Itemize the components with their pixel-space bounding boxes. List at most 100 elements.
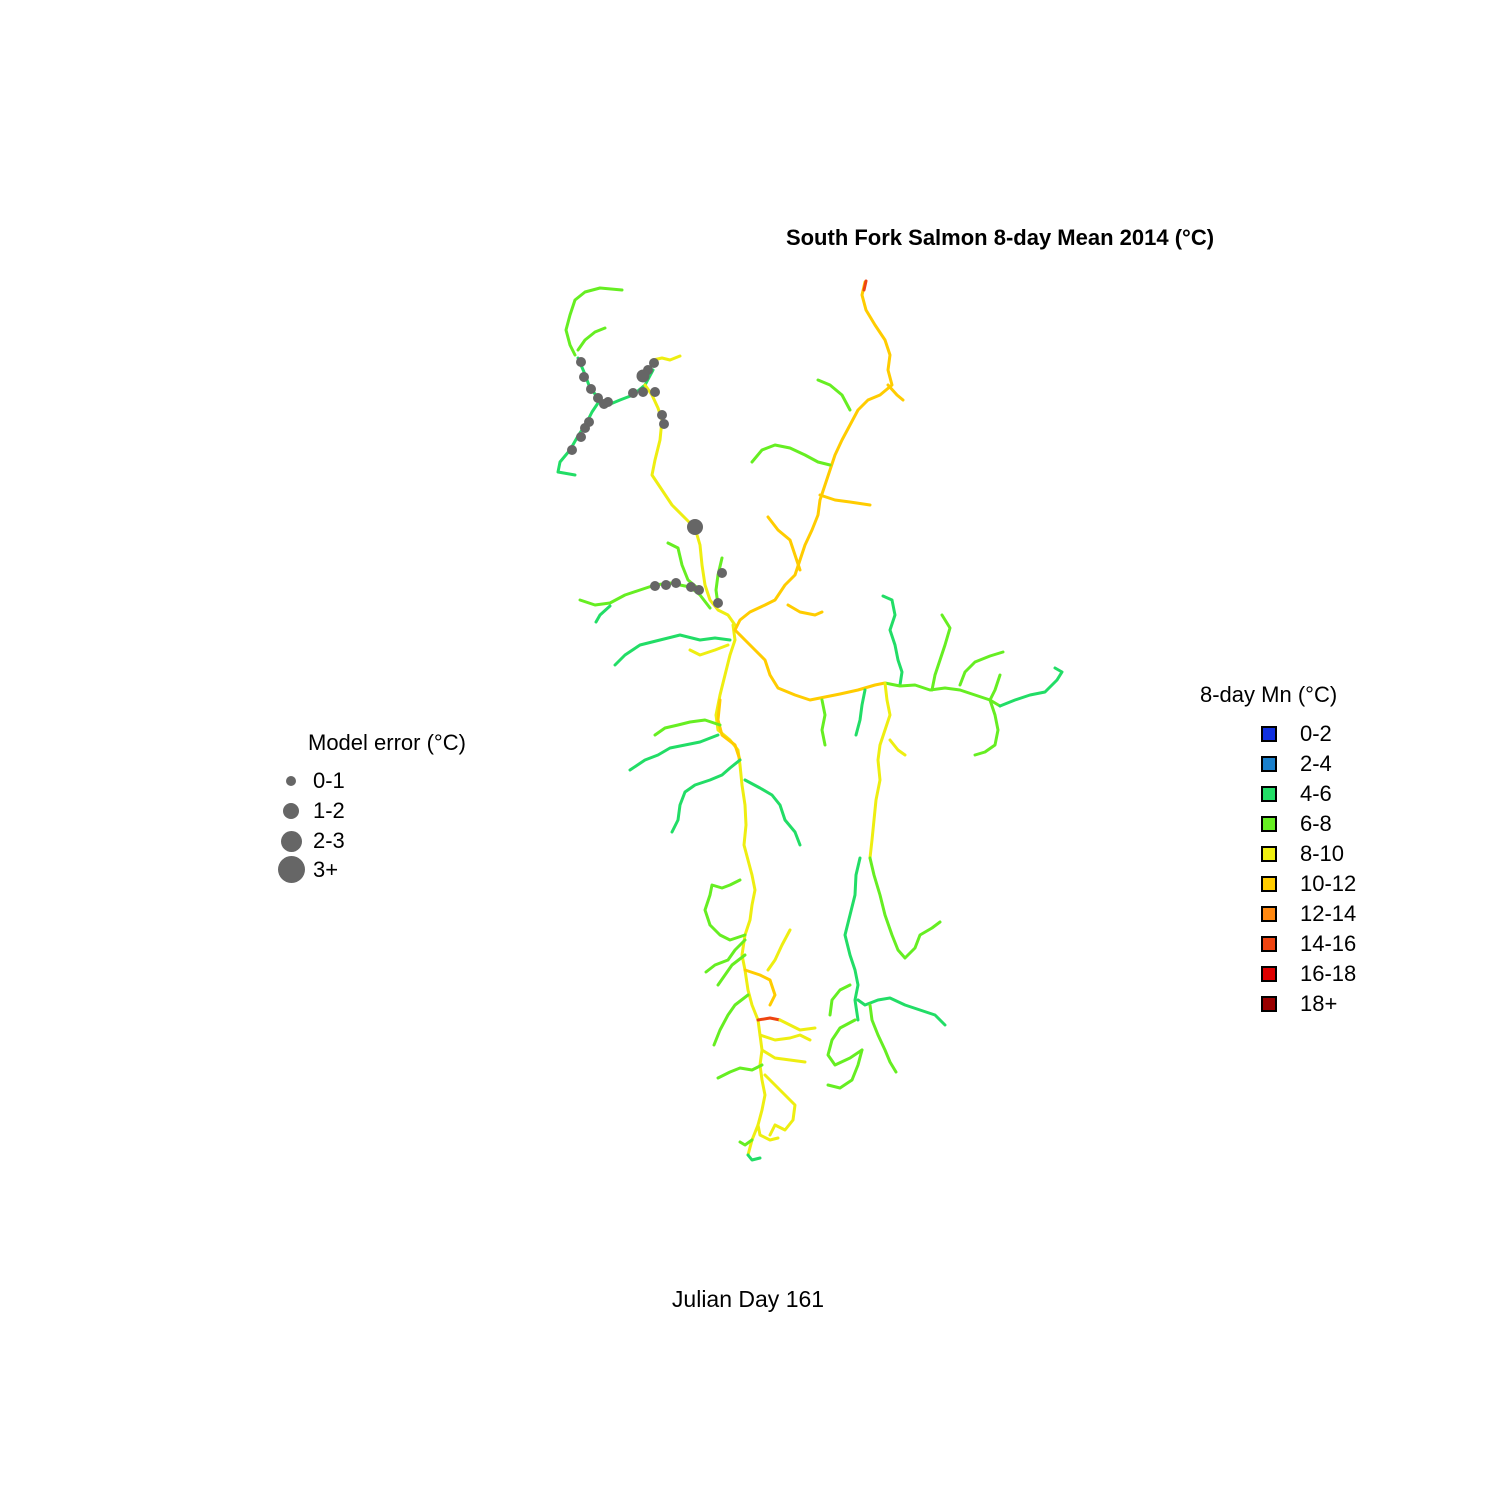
stream-segment xyxy=(828,983,852,1017)
stream-segment xyxy=(688,643,730,657)
stream-segment xyxy=(594,604,612,624)
temperature-legend-label: 16-18 xyxy=(1300,961,1357,986)
model-error-site xyxy=(650,581,660,591)
model-error-legend-title: Model error (°C) xyxy=(308,730,466,755)
stream-segment xyxy=(862,279,868,292)
temperature-legend-item: 0-2 xyxy=(1261,721,1332,747)
model-error-site xyxy=(567,445,577,455)
temperature-legend-label: 2-4 xyxy=(1300,751,1332,776)
error-dot-icon xyxy=(276,856,306,883)
model-error-site xyxy=(603,397,613,407)
color-swatch xyxy=(1261,756,1277,772)
model-error-site xyxy=(586,384,596,394)
model-error-site xyxy=(650,387,660,397)
temperature-legend-item: 16-18 xyxy=(1261,961,1356,987)
model-error-site xyxy=(687,519,703,535)
stream-segment xyxy=(886,383,905,402)
stream-segment xyxy=(703,878,747,942)
stream-segment xyxy=(738,1138,754,1147)
temperature-legend-item: 18+ xyxy=(1261,991,1337,1017)
model-error-legend-item: 2-3 xyxy=(276,828,345,854)
temperature-legend-title: 8-day Mn (°C) xyxy=(1200,682,1338,707)
stream-segment xyxy=(653,718,722,737)
stream-segment xyxy=(881,594,904,687)
stream-segment xyxy=(973,698,1000,757)
stream-segment xyxy=(756,1016,782,1022)
stream-segment xyxy=(704,938,747,974)
color-swatch xyxy=(1261,936,1277,952)
model-error-legend-label: 2-3 xyxy=(313,828,345,853)
model-error-site xyxy=(713,598,723,608)
stream-segment xyxy=(556,398,602,477)
model-error-site xyxy=(579,372,589,382)
model-error-site xyxy=(649,358,659,368)
stream-segment xyxy=(958,650,1005,687)
stream-segment xyxy=(613,633,732,667)
stream-segment xyxy=(716,1063,764,1080)
stream-segment xyxy=(816,378,852,412)
temperature-legend-label: 18+ xyxy=(1300,991,1338,1016)
temperature-legend-label: 10-12 xyxy=(1300,871,1357,896)
stream-segment xyxy=(746,1153,762,1162)
stream-segment xyxy=(714,556,724,607)
stream-segment xyxy=(826,1048,864,1090)
stream-segment xyxy=(743,968,777,1007)
color-swatch xyxy=(1261,726,1277,742)
model-error-site xyxy=(657,410,667,420)
temperature-legend-label: 12-14 xyxy=(1300,901,1357,926)
temperature-legend-item: 2-4 xyxy=(1261,751,1332,777)
temperature-legend-item: 10-12 xyxy=(1261,871,1356,897)
stream-segment xyxy=(778,1018,817,1032)
stream-segment xyxy=(930,613,952,692)
model-error-site xyxy=(717,568,727,578)
stream-segment xyxy=(868,1003,898,1074)
error-dot-icon xyxy=(276,830,306,852)
stream-segment xyxy=(716,953,747,987)
stream-segment xyxy=(820,698,827,747)
model-error-legend-label: 1-2 xyxy=(313,798,345,823)
model-error-legend-item: 3+ xyxy=(276,856,338,883)
model-error-site xyxy=(638,387,648,397)
stream-segment xyxy=(856,996,947,1027)
stream-segment xyxy=(763,1073,797,1137)
map-title: South Fork Salmon 8-day Mean 2014 (°C) xyxy=(785,225,1215,250)
model-error-legend-item: 0-1 xyxy=(276,768,345,794)
model-error-site xyxy=(643,365,653,375)
model-error-site xyxy=(671,578,681,588)
model-error-site xyxy=(580,423,590,433)
color-swatch xyxy=(1261,996,1277,1012)
stream-segment xyxy=(756,1123,780,1142)
model-error-site xyxy=(686,582,696,592)
error-dot-icon xyxy=(276,803,306,819)
temperature-legend-label: 4-6 xyxy=(1300,781,1332,806)
model-error-legend-item: 1-2 xyxy=(276,798,345,824)
julian-day-label: Julian Day 161 xyxy=(671,1286,825,1312)
stream-segment xyxy=(766,928,792,972)
stream-segment xyxy=(733,628,887,702)
stream-segment xyxy=(760,1048,807,1064)
color-swatch xyxy=(1261,846,1277,862)
temperature-legend-item: 8-10 xyxy=(1261,841,1344,867)
stream-segment xyxy=(998,666,1064,708)
stream-segment xyxy=(818,493,872,507)
stream-segment xyxy=(576,326,607,352)
color-swatch xyxy=(1261,966,1277,982)
temperature-legend-label: 6-8 xyxy=(1300,811,1332,836)
color-swatch xyxy=(1261,816,1277,832)
stream-segment xyxy=(826,1018,864,1067)
stream-segment xyxy=(854,688,867,737)
stream-segment xyxy=(988,673,1002,702)
stream-segment xyxy=(843,856,862,1022)
color-swatch xyxy=(1261,906,1277,922)
stream-segment xyxy=(651,354,682,362)
stream-segment xyxy=(766,515,802,572)
color-swatch xyxy=(1261,786,1277,802)
model-error-site xyxy=(694,585,704,595)
model-error-site xyxy=(576,357,586,367)
stream-segment xyxy=(564,286,624,357)
stream-segment xyxy=(628,733,720,772)
stream-segment xyxy=(868,856,942,960)
temperature-legend-item: 12-14 xyxy=(1261,901,1356,927)
model-error-site xyxy=(659,419,669,429)
